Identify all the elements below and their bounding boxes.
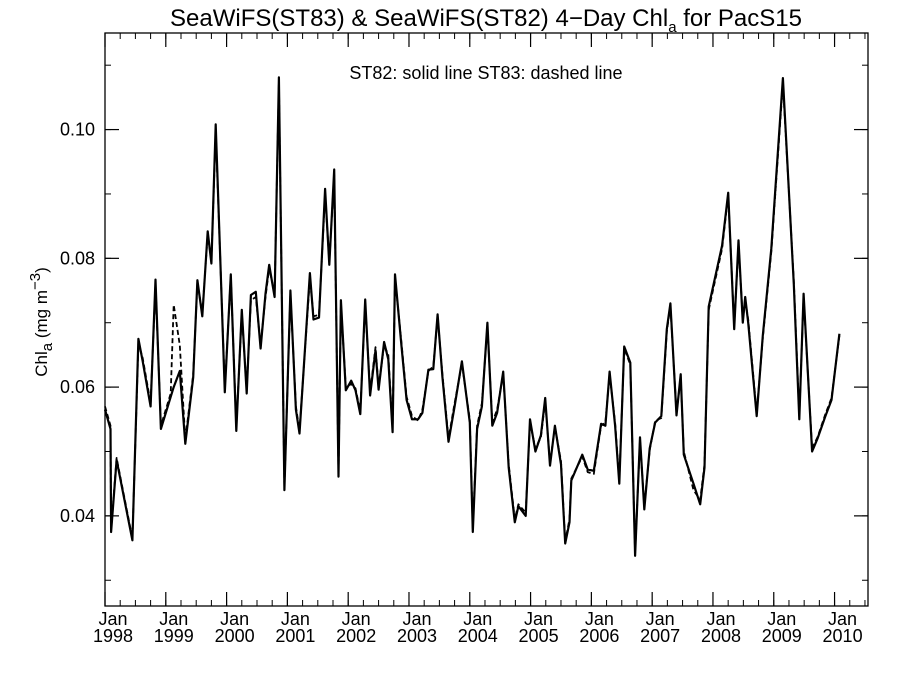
x-tick-month-label: Jan (342, 609, 371, 629)
x-tick-month-label: Jan (828, 609, 857, 629)
chart-title-end: for PacS15 (677, 5, 802, 32)
x-tick-year-label: 2006 (579, 626, 619, 646)
y-axis-label-close: ) (32, 267, 51, 273)
x-tick-month-label: Jan (159, 609, 188, 629)
x-tick-year-label: 2008 (701, 626, 741, 646)
y-axis-label-main: Chl (32, 351, 51, 377)
x-tick-year-label: 2002 (336, 626, 376, 646)
y-axis-label: Chla (mg m−3) (27, 267, 56, 377)
chart-title-main: SeaWiFS(ST83) & SeaWiFS(ST82) 4−Day Chl (170, 5, 668, 32)
x-tick-year-label: 2009 (762, 626, 802, 646)
x-tick-month-label: Jan (98, 609, 127, 629)
line-style-annotation: ST82: solid line ST83: dashed line (349, 63, 622, 83)
y-axis-label-superscript: −3 (27, 273, 44, 290)
plot-frame (104, 32, 869, 607)
x-tick-year-label: 1998 (93, 626, 133, 646)
x-tick-year-label: 2004 (458, 626, 498, 646)
x-tick-month-label: Jan (524, 609, 553, 629)
chart-title: SeaWiFS(ST83) & SeaWiFS(ST82) 4−Day Chla… (170, 5, 802, 36)
x-tick-year-label: 2010 (823, 626, 863, 646)
x-tick-year-label: 2003 (397, 626, 437, 646)
x-tick-year-label: 2001 (275, 626, 315, 646)
y-axis-label-unit: (mg m (32, 290, 51, 343)
x-tick-month-label: Jan (220, 609, 249, 629)
x-tick-month-label: Jan (585, 609, 614, 629)
data-series (103, 76, 841, 557)
axis-tick-labels: 0.040.060.080.10Jan1998Jan1999Jan2000Jan… (60, 120, 863, 646)
x-tick-month-label: Jan (281, 609, 310, 629)
x-tick-year-label: 2005 (519, 626, 559, 646)
x-tick-month-label: Jan (463, 609, 492, 629)
y-tick-label: 0.04 (60, 506, 95, 526)
series-line-st82 (103, 76, 841, 557)
y-tick-label: 0.08 (60, 248, 95, 268)
chart-title-subscript: a (668, 19, 677, 36)
y-axis-label-subscript: a (39, 342, 56, 351)
x-tick-month-label: Jan (402, 609, 431, 629)
x-tick-month-label: Jan (646, 609, 675, 629)
x-tick-month-label: Jan (767, 609, 796, 629)
x-tick-year-label: 1999 (154, 626, 194, 646)
y-tick-label: 0.06 (60, 377, 95, 397)
y-tick-label: 0.10 (60, 120, 95, 140)
axis-ticks (104, 33, 868, 606)
x-tick-year-label: 2007 (640, 626, 680, 646)
x-tick-month-label: Jan (706, 609, 735, 629)
x-tick-year-label: 2000 (215, 626, 255, 646)
